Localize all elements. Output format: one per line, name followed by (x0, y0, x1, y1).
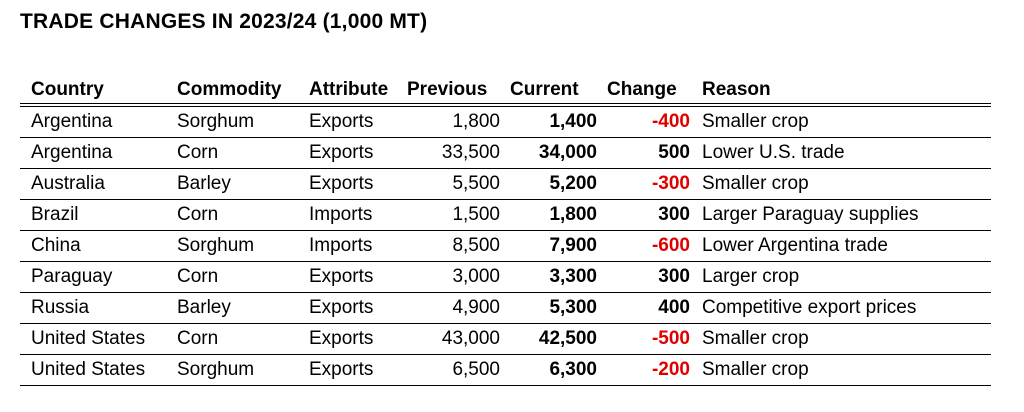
table-row: Russia Barley Exports 4,900 5,300 400 Competit… (20, 292, 991, 324)
column-header-country: Country (31, 79, 104, 100)
column-header-attribute: Attribute (309, 79, 389, 100)
cell-attribute: Exports (309, 105, 407, 138)
cell-current: 1,400 (510, 105, 607, 138)
cell-attribute: Exports (309, 261, 407, 293)
cell-current: 7,900 (510, 230, 607, 262)
cell-current: 42,500 (510, 323, 607, 355)
column-header-previous: Previous (407, 79, 488, 100)
cell-previous: 8,500 (407, 230, 510, 262)
table-header-row: Country Commodity Attribute Previous Cur… (20, 71, 991, 105)
cell-attribute: Exports (309, 354, 407, 386)
cell-country: Australia (20, 168, 177, 200)
cell-previous: 1,500 (407, 199, 510, 231)
cell-reason: Competitive export prices (690, 292, 991, 324)
cell-commodity: Sorghum (177, 354, 309, 386)
cell-commodity: Sorghum (177, 105, 309, 138)
cell-change: 500 (607, 137, 690, 169)
column-header-current: Current (510, 79, 579, 100)
cell-country: Brazil (20, 199, 177, 231)
cell-country: United States (20, 354, 177, 386)
cell-current: 3,300 (510, 261, 607, 293)
page-title: TRADE CHANGES IN 2023/24 (1,000 MT) (20, 10, 428, 33)
cell-attribute: Exports (309, 323, 407, 355)
cell-current: 34,000 (510, 137, 607, 169)
cell-country: Russia (20, 292, 177, 324)
table-row: Argentina Corn Exports 33,500 34,000 500 Lower… (20, 137, 991, 169)
cell-attribute: Exports (309, 137, 407, 169)
cell-change: -200 (607, 354, 690, 386)
cell-reason: Lower U.S. trade (690, 137, 991, 169)
column-header-reason: Reason (702, 79, 771, 100)
cell-previous: 4,900 (407, 292, 510, 324)
cell-reason: Smaller crop (690, 168, 991, 200)
table-row: China Sorghum Imports 8,500 7,900 -600 Lower A… (20, 230, 991, 262)
cell-change: -300 (607, 168, 690, 200)
cell-reason: Lower Argentina trade (690, 230, 991, 262)
cell-current: 5,200 (510, 168, 607, 200)
cell-current: 6,300 (510, 354, 607, 386)
cell-change: 300 (607, 199, 690, 231)
cell-current: 5,300 (510, 292, 607, 324)
column-header-change: Change (607, 79, 677, 100)
cell-reason: Smaller crop (690, 354, 991, 386)
cell-commodity: Corn (177, 323, 309, 355)
cell-commodity: Corn (177, 137, 309, 169)
cell-country: United States (20, 323, 177, 355)
table-row: United States Sorghum Exports 6,500 6,300 -20… (20, 354, 991, 386)
cell-commodity: Corn (177, 199, 309, 231)
cell-reason: Smaller crop (690, 323, 991, 355)
cell-country: Paraguay (20, 261, 177, 293)
cell-country: Argentina (20, 105, 177, 138)
cell-reason: Smaller crop (690, 105, 991, 138)
cell-attribute: Imports (309, 230, 407, 262)
cell-previous: 1,800 (407, 105, 510, 138)
cell-previous: 6,500 (407, 354, 510, 386)
column-header-commodity: Commodity (177, 79, 282, 100)
cell-commodity: Sorghum (177, 230, 309, 262)
cell-previous: 3,000 (407, 261, 510, 293)
cell-previous: 5,500 (407, 168, 510, 200)
cell-change: -500 (607, 323, 690, 355)
cell-current: 1,800 (510, 199, 607, 231)
cell-attribute: Exports (309, 168, 407, 200)
cell-change: -400 (607, 105, 690, 138)
trade-changes-table: Country Commodity Attribute Previous Cur… (20, 71, 991, 386)
cell-commodity: Barley (177, 168, 309, 200)
table-row: Australia Barley Exports 5,500 5,200 -300 Smal… (20, 168, 991, 200)
cell-commodity: Barley (177, 292, 309, 324)
table-row: Brazil Corn Imports 1,500 1,800 300 Larger Par… (20, 199, 991, 231)
cell-previous: 33,500 (407, 137, 510, 169)
cell-attribute: Imports (309, 199, 407, 231)
cell-reason: Larger crop (690, 261, 991, 293)
cell-attribute: Exports (309, 292, 407, 324)
cell-commodity: Corn (177, 261, 309, 293)
cell-change: 300 (607, 261, 690, 293)
cell-reason: Larger Paraguay supplies (690, 199, 991, 231)
table-row: Paraguay Corn Exports 3,000 3,300 300 Larger c… (20, 261, 991, 293)
cell-change: 400 (607, 292, 690, 324)
cell-change: -600 (607, 230, 690, 262)
cell-previous: 43,000 (407, 323, 510, 355)
table-row: Argentina Sorghum Exports 1,800 1,400 -400 Sma… (20, 105, 991, 138)
table-row: United States Corn Exports 43,000 42,500 -500… (20, 323, 991, 355)
cell-country: Argentina (20, 137, 177, 169)
cell-country: China (20, 230, 177, 262)
